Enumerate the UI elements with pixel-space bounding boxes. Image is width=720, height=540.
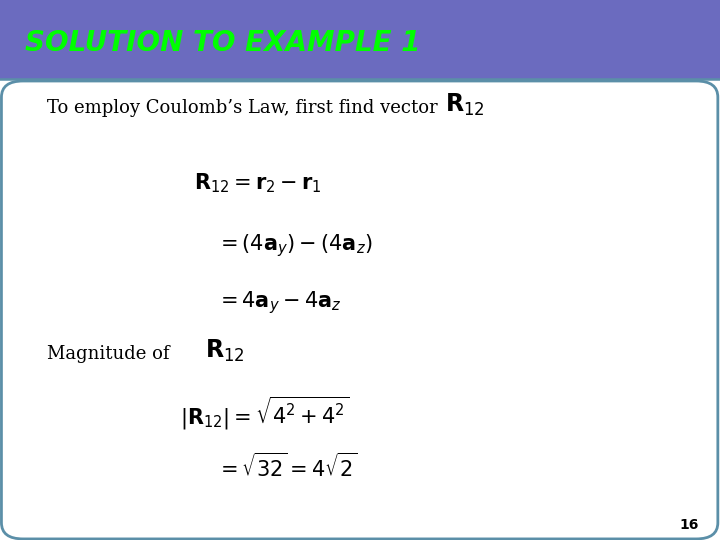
Text: 16: 16: [679, 518, 698, 532]
Text: $|\mathbf{R}_{12}| = \sqrt{4^2 + 4^2}$: $|\mathbf{R}_{12}| = \sqrt{4^2 + 4^2}$: [180, 395, 349, 431]
Text: $\mathbf{R}_{12} = \mathbf{r}_2 - \mathbf{r}_1$: $\mathbf{R}_{12} = \mathbf{r}_2 - \mathb…: [194, 172, 322, 195]
Text: $\mathbf{R}_{12}$: $\mathbf{R}_{12}$: [205, 338, 245, 364]
Text: $\mathbf{R}_{12}$: $\mathbf{R}_{12}$: [445, 92, 485, 118]
Text: $= (4\mathbf{a}_y) - (4\mathbf{a}_z)$: $= (4\mathbf{a}_y) - (4\mathbf{a}_z)$: [216, 232, 373, 259]
Text: Magnitude of: Magnitude of: [47, 345, 169, 363]
Text: To employ Coulomb’s Law, first find vector: To employ Coulomb’s Law, first find vect…: [47, 99, 438, 117]
Text: SOLUTION TO EXAMPLE 1: SOLUTION TO EXAMPLE 1: [25, 29, 420, 57]
FancyBboxPatch shape: [1, 81, 718, 539]
Bar: [0, 0, 720, 79]
Text: $= \sqrt{32} = 4\sqrt{2}$: $= \sqrt{32} = 4\sqrt{2}$: [216, 453, 358, 481]
Text: $= 4\mathbf{a}_y - 4\mathbf{a}_z$: $= 4\mathbf{a}_y - 4\mathbf{a}_z$: [216, 289, 341, 316]
